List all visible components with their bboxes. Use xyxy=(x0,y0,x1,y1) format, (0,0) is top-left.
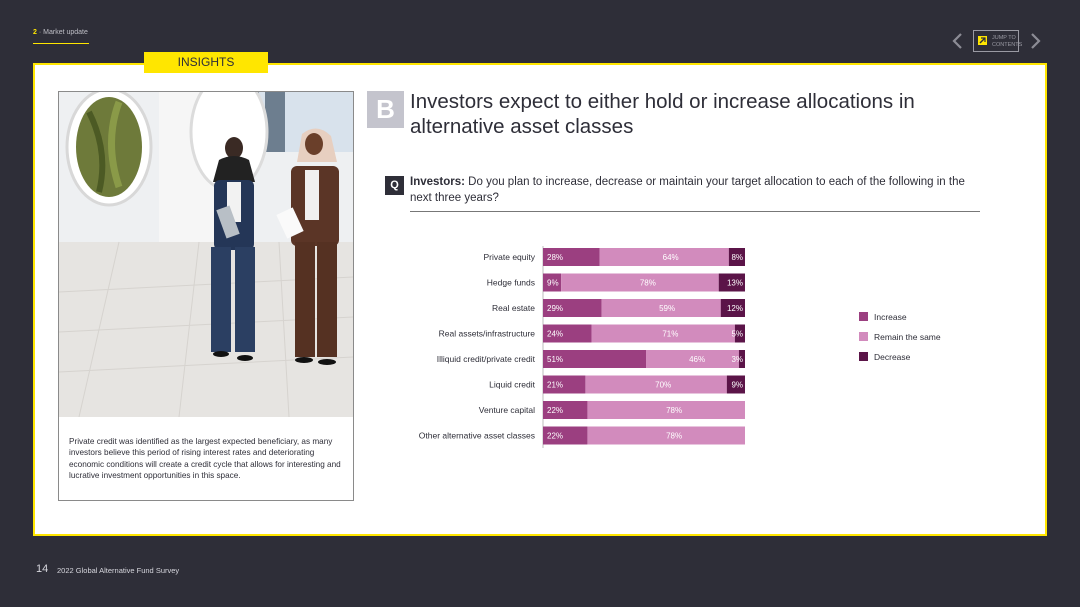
data-label: 28% xyxy=(547,253,563,262)
data-label: 9% xyxy=(547,279,559,288)
bar-segment-increase xyxy=(543,324,592,343)
survey-question: Investors: Do you plan to increase, decr… xyxy=(410,174,980,206)
legend-swatch xyxy=(859,312,868,321)
data-label: 78% xyxy=(666,406,682,415)
section-breadcrumb[interactable]: 2 · Market update xyxy=(33,29,88,36)
legend-swatch xyxy=(859,332,868,341)
bar-segment-increase xyxy=(543,248,600,266)
page-number: 14 xyxy=(36,563,49,575)
bar-segment-remain-the-same xyxy=(591,324,735,343)
bar-segment-increase xyxy=(543,299,602,317)
data-label: 78% xyxy=(640,279,656,288)
section-label: Market update xyxy=(43,29,88,36)
question-lead: Investors: xyxy=(410,176,465,188)
jump-to-contents-button[interactable]: JUMP TO CONTENTS xyxy=(973,30,1023,52)
data-label: 51% xyxy=(547,355,563,364)
bar-segment-decrease xyxy=(734,324,745,343)
bar-segment-decrease xyxy=(720,299,745,317)
bar-segment-remain-the-same xyxy=(561,273,719,292)
category-label: Liquid credit xyxy=(489,380,535,390)
bar-segment-decrease xyxy=(738,350,745,368)
jump-label-line2: CONTENTS xyxy=(992,41,1023,48)
bar-segment-remain-the-same xyxy=(587,426,745,445)
section-number: 2 xyxy=(33,29,37,36)
bar-segment-remain-the-same xyxy=(601,299,721,317)
data-label: 22% xyxy=(547,432,563,441)
data-label: 22% xyxy=(547,406,563,415)
arrow-up-right-icon xyxy=(978,36,987,45)
page-title: Investors expect to either hold or incre… xyxy=(410,90,915,138)
bar-segment-increase xyxy=(543,375,586,394)
category-label: Real assets/infrastructure xyxy=(439,329,536,339)
chevron-right-icon[interactable] xyxy=(1027,30,1043,52)
data-label: 29% xyxy=(547,304,563,313)
legend-label: Remain the same xyxy=(874,332,941,342)
bar-segment-remain-the-same xyxy=(646,350,739,368)
insight-caption: Private credit was identified as the lar… xyxy=(69,437,341,480)
data-label: 59% xyxy=(659,304,675,313)
bar-segment-remain-the-same xyxy=(587,401,745,419)
bar-segment-increase xyxy=(543,401,588,419)
data-label: 46% xyxy=(689,355,705,364)
bar-segment-decrease xyxy=(728,248,745,266)
data-label: 78% xyxy=(666,432,682,441)
stacked-bar-chart: Private equity 28% 64% 8% Hedge funds 9% 78% 13… xyxy=(419,246,941,448)
category-label: Other alternative asset classes xyxy=(419,431,535,441)
report-title: 2022 Global Alternative Fund Survey xyxy=(57,566,180,575)
data-label: 21% xyxy=(547,381,563,390)
data-label: 13% xyxy=(727,279,743,288)
bar-segment-decrease xyxy=(726,375,745,394)
jump-label-line1: JUMP TO xyxy=(992,35,1016,41)
data-label: 12% xyxy=(727,304,743,313)
data-label: 71% xyxy=(662,330,678,339)
legend-swatch xyxy=(859,352,868,361)
data-label: 64% xyxy=(663,253,679,262)
category-label: Illiquid credit/private credit xyxy=(437,354,536,364)
section-underline xyxy=(33,43,89,44)
bar-segment-remain-the-same xyxy=(585,375,727,394)
photo-two-women-walking xyxy=(59,92,353,417)
category-label: Hedge funds xyxy=(487,278,535,288)
insight-card xyxy=(58,91,354,501)
bar-segment-increase xyxy=(543,350,647,368)
legend-label: Increase xyxy=(874,312,907,322)
data-label: 8% xyxy=(731,253,743,262)
insights-tab: INSIGHTS xyxy=(144,52,268,73)
bar-segment-decrease xyxy=(718,273,745,292)
figure-badge: B xyxy=(367,91,404,128)
data-label: 9% xyxy=(731,381,743,390)
question-badge: Q xyxy=(385,176,404,195)
question-divider xyxy=(410,211,980,212)
bar-segment-remain-the-same xyxy=(599,248,729,266)
data-label: 70% xyxy=(655,381,671,390)
category-label: Private equity xyxy=(484,252,536,262)
legend-label: Decrease xyxy=(874,352,911,362)
question-text: Do you plan to increase, decrease or mai… xyxy=(410,176,965,204)
category-label: Real estate xyxy=(492,303,535,313)
bar-segment-increase xyxy=(543,273,562,292)
chevron-left-icon[interactable] xyxy=(950,30,966,52)
data-label: 24% xyxy=(547,330,563,339)
category-label: Venture capital xyxy=(479,405,535,415)
data-label: 5% xyxy=(731,330,743,339)
data-label: 3% xyxy=(731,355,743,364)
bar-segment-increase xyxy=(543,426,588,445)
